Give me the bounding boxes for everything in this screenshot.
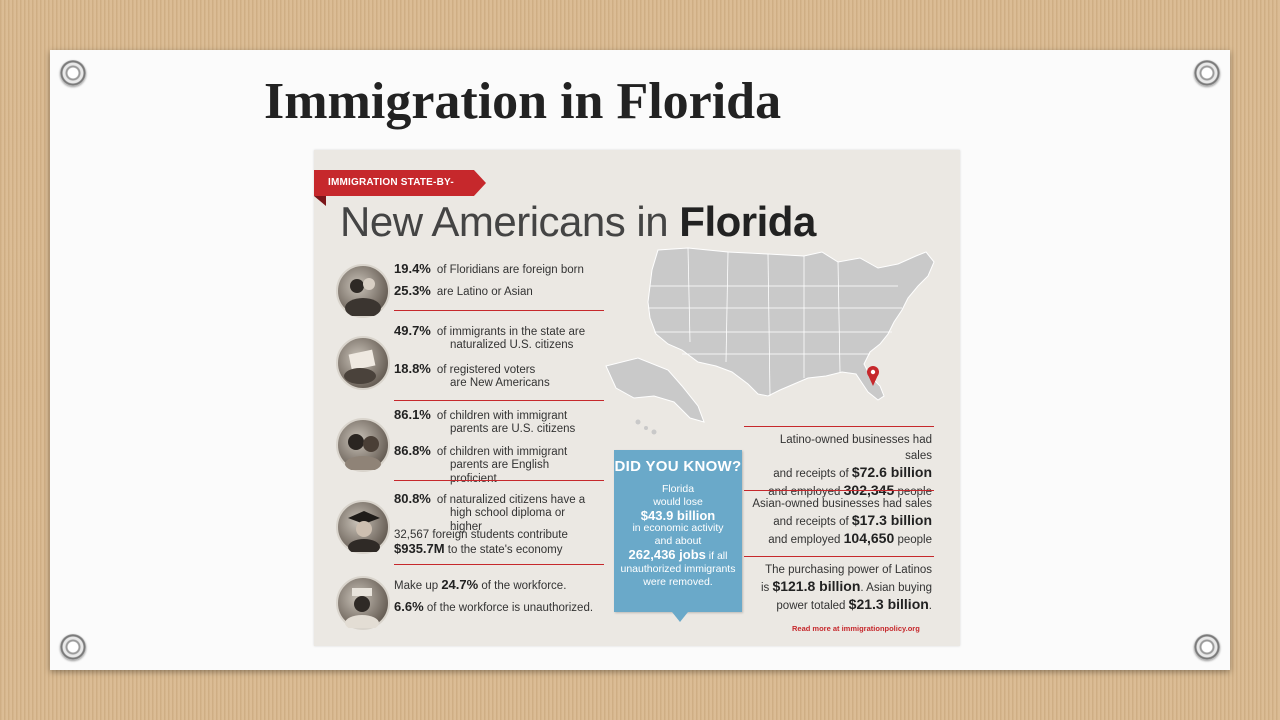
did-you-know-callout: DID YOU KNOW? Florida would lose $43.9 b… bbox=[614, 450, 742, 622]
stat-foreign-students: 32,567 foreign students contribute bbox=[394, 529, 568, 541]
stat-voters: 18.8% of registered voters bbox=[394, 361, 536, 377]
divider bbox=[394, 480, 604, 481]
asian-business-stat: Asian-owned businesses had sales and rec… bbox=[752, 498, 932, 546]
graduate-photo-icon bbox=[336, 500, 390, 554]
purchasing-power-stat: The purchasing power of Latinos is $121.… bbox=[760, 564, 932, 612]
banner-label: IMMIGRATION STATE-BY-STATE bbox=[314, 170, 486, 196]
stat-voters-2: are New Americans bbox=[450, 377, 550, 389]
slide-card: Immigration in Florida IMMIGRATION STATE… bbox=[50, 50, 1230, 670]
grommet-top-left bbox=[60, 60, 86, 86]
stat-children-english-2: parents are English proficient bbox=[450, 459, 550, 485]
callout-pointer bbox=[672, 612, 688, 622]
worker-photo-icon bbox=[336, 576, 390, 630]
ballot-photo-icon bbox=[336, 336, 390, 390]
infographic-image: IMMIGRATION STATE-BY-STATE New Americans… bbox=[314, 150, 960, 646]
us-map bbox=[598, 246, 944, 446]
stat-group-children: 86.1% of children with immigrant parents … bbox=[336, 406, 604, 485]
stat-foreign-students-2: $935.7M to the state's economy bbox=[394, 541, 563, 557]
stat-children-citizens: 86.1% of children with immigrant bbox=[394, 407, 568, 423]
family-photo-icon bbox=[336, 264, 390, 318]
did-you-know-title: DID YOU KNOW? bbox=[614, 458, 742, 475]
banner-fold bbox=[314, 196, 326, 206]
stat-children-citizens-2: parents are U.S. citizens bbox=[450, 423, 576, 435]
read-more-link[interactable]: Read more at immigrationpolicy.org bbox=[792, 624, 920, 633]
grommet-bottom-left bbox=[60, 634, 86, 660]
did-you-know-body: Florida would lose $43.9 billion in econ… bbox=[620, 483, 736, 588]
divider bbox=[394, 400, 604, 401]
stat-latino-asian: 25.3% are Latino or Asian bbox=[394, 283, 533, 299]
stat-diploma-2: high school diploma or higher bbox=[450, 507, 566, 533]
stat-children-english: 86.8% of children with immigrant bbox=[394, 443, 568, 459]
stat-naturalized: 49.7% of immigrants in the state are bbox=[394, 323, 586, 339]
stat-unauthorized: 6.6% of the workforce is unauthorized. bbox=[394, 599, 594, 615]
heading-state: Florida bbox=[679, 198, 816, 245]
infographic-heading: New Americans in Florida bbox=[340, 198, 816, 246]
slide-title: Immigration in Florida bbox=[264, 73, 782, 130]
stat-group-citizenship: 49.7% of immigrants in the state are natu… bbox=[336, 318, 604, 401]
stat-naturalized-2: naturalized U.S. citizens bbox=[450, 339, 574, 351]
children-photo-icon bbox=[336, 418, 390, 472]
divider bbox=[744, 426, 934, 427]
divider bbox=[394, 564, 604, 565]
divider bbox=[744, 490, 934, 491]
stat-workforce: Make up 24.7% of the workforce. bbox=[394, 577, 567, 593]
latino-business-stat: Latino-owned businesses had sales and re… bbox=[768, 434, 932, 498]
stat-group-population: 19.4% of Floridians are foreign born 25.3… bbox=[336, 260, 604, 318]
stat-group-workforce: Make up 24.7% of the workforce. 6.6% of … bbox=[336, 570, 594, 630]
grommet-bottom-right bbox=[1194, 634, 1220, 660]
stat-foreign-born: 19.4% of Floridians are foreign born bbox=[394, 261, 584, 277]
heading-prefix: New Americans in bbox=[340, 198, 669, 245]
us-map-graphic bbox=[605, 247, 935, 435]
florida-marker-icon bbox=[867, 366, 879, 386]
divider bbox=[744, 556, 934, 557]
grommet-top-right bbox=[1194, 60, 1220, 86]
stat-diploma: 80.8% of naturalized citizens have a bbox=[394, 491, 586, 507]
stat-group-education: 80.8% of naturalized citizens have a high… bbox=[336, 490, 604, 566]
divider bbox=[394, 310, 604, 311]
